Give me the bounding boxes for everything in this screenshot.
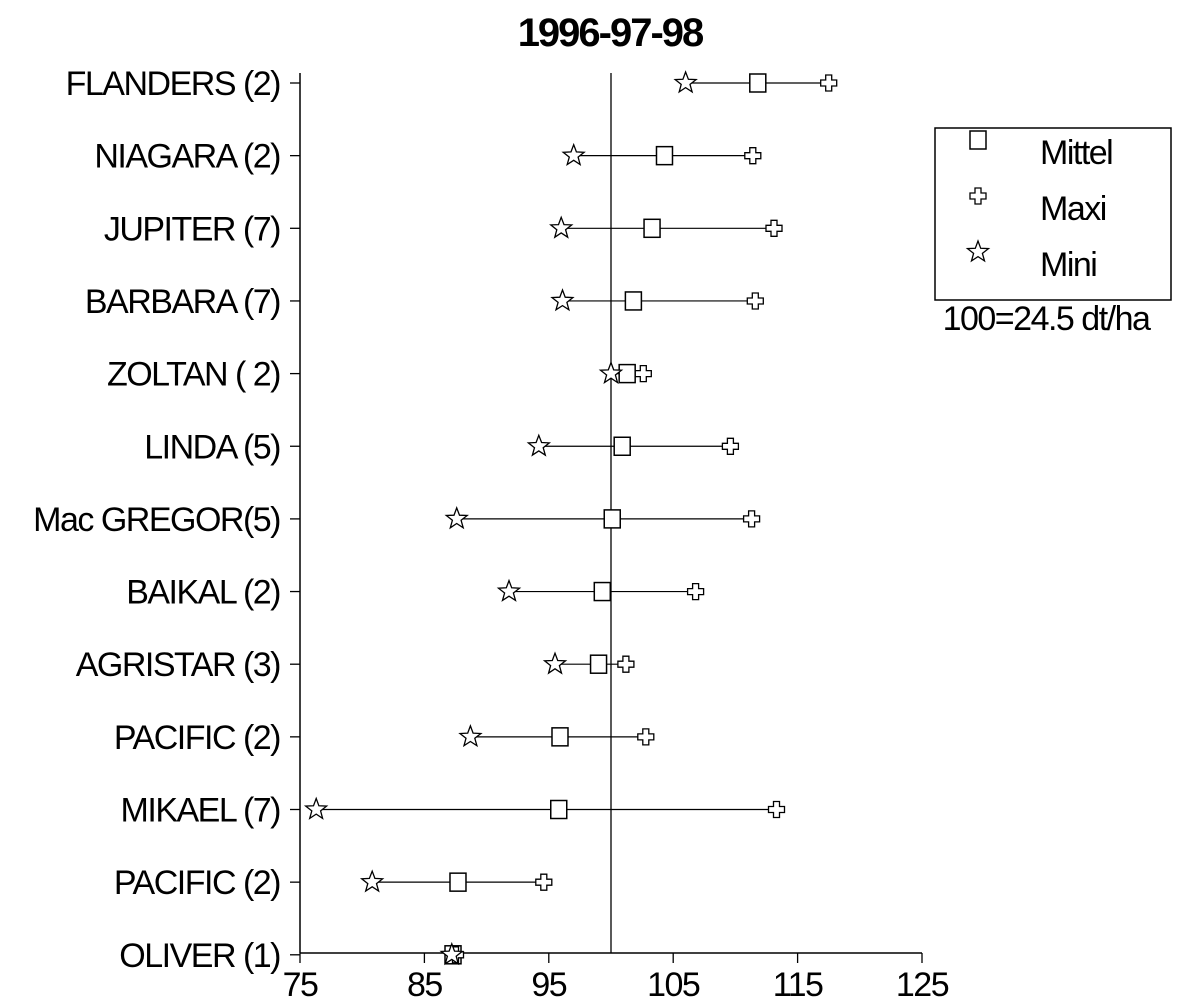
x-tick-label: 125 xyxy=(896,966,949,1004)
maxi-marker xyxy=(744,147,762,165)
maxi-marker xyxy=(820,74,838,92)
mini-marker xyxy=(458,724,483,748)
mini-marker xyxy=(598,360,624,385)
x-tick-label: 115 xyxy=(773,966,823,1004)
maxi-marker xyxy=(742,510,761,528)
category-label: PACIFIC (2) xyxy=(114,719,280,757)
category-label: LINDA (5) xyxy=(144,428,280,466)
legend-maxi-label: Maxi xyxy=(1040,190,1106,228)
category-label: BARBARA (7) xyxy=(85,283,280,321)
x-axis-ticks: 75 85 95 105 115 125 xyxy=(283,953,950,1004)
legend-mini-marker xyxy=(965,239,991,263)
mini-marker xyxy=(542,651,568,675)
mini-marker xyxy=(549,215,574,239)
legend-maxi-marker xyxy=(969,187,987,205)
mittel-marker xyxy=(550,799,568,820)
category-label: OLIVER (1) xyxy=(119,937,280,975)
mini-marker xyxy=(673,70,698,94)
mittel-marker xyxy=(593,581,612,602)
legend-mittel-label: Mittel xyxy=(1040,134,1112,172)
legend: Mittel Maxi Mini xyxy=(934,127,1172,301)
mini-marker xyxy=(303,796,329,820)
mini-marker xyxy=(526,433,552,457)
maxi-marker xyxy=(746,292,764,310)
x-tick-label: 85 xyxy=(407,966,442,1004)
mini-marker xyxy=(561,142,586,166)
mittel-marker xyxy=(589,654,608,674)
chart-title: 1996-97-98 xyxy=(518,11,704,55)
category-label: NIAGARA (2) xyxy=(94,138,280,176)
maxi-marker xyxy=(721,437,740,455)
category-label: PACIFIC (2) xyxy=(114,864,280,902)
mittel-marker xyxy=(449,872,467,892)
maxi-marker xyxy=(686,582,705,601)
mittel-marker xyxy=(603,509,621,529)
maxi-marker xyxy=(634,364,652,383)
mini-marker xyxy=(496,578,522,602)
maxi-marker xyxy=(767,800,786,819)
data-markers xyxy=(303,70,838,966)
base-value-note: 100=24.5 dt/ha xyxy=(943,300,1151,338)
mittel-marker xyxy=(613,436,631,456)
maxi-marker xyxy=(535,873,553,891)
mini-marker xyxy=(439,941,464,966)
x-tick-label: 105 xyxy=(647,966,700,1004)
maxi-marker xyxy=(765,219,783,237)
category-label: JUPITER (7) xyxy=(104,210,280,248)
maxi-marker xyxy=(637,728,655,746)
mittel-marker xyxy=(618,363,636,384)
category-label: FLANDERS (2) xyxy=(66,65,281,103)
mittel-marker xyxy=(624,291,643,311)
mittel-marker xyxy=(749,73,767,93)
mittel-marker xyxy=(655,145,674,166)
legend-box xyxy=(934,127,1172,301)
x-tick-label: 95 xyxy=(531,966,566,1004)
maxi-marker xyxy=(617,655,635,673)
legend-items: Mittel Maxi Mini xyxy=(965,130,1114,284)
mini-marker xyxy=(359,869,385,893)
mittel-marker xyxy=(551,727,569,747)
mini-marker xyxy=(444,506,469,530)
category-label: BAIKAL (2) xyxy=(126,574,280,612)
mittel-marker xyxy=(643,218,661,239)
category-labels: FLANDERS (2) NIAGARA (2) JUPITER (7) BARBAR… xyxy=(33,65,300,975)
category-label: Mac GREGOR(5) xyxy=(33,501,280,539)
legend-mini-label: Mini xyxy=(1040,246,1096,284)
x-tick-label: 75 xyxy=(283,966,318,1004)
mini-marker xyxy=(550,288,575,312)
category-label: AGRISTAR (3) xyxy=(76,646,280,684)
category-label: MIKAEL (7) xyxy=(121,792,281,830)
category-label: ZOLTAN ( 2) xyxy=(107,356,280,394)
legend-mittel-marker xyxy=(969,130,987,150)
